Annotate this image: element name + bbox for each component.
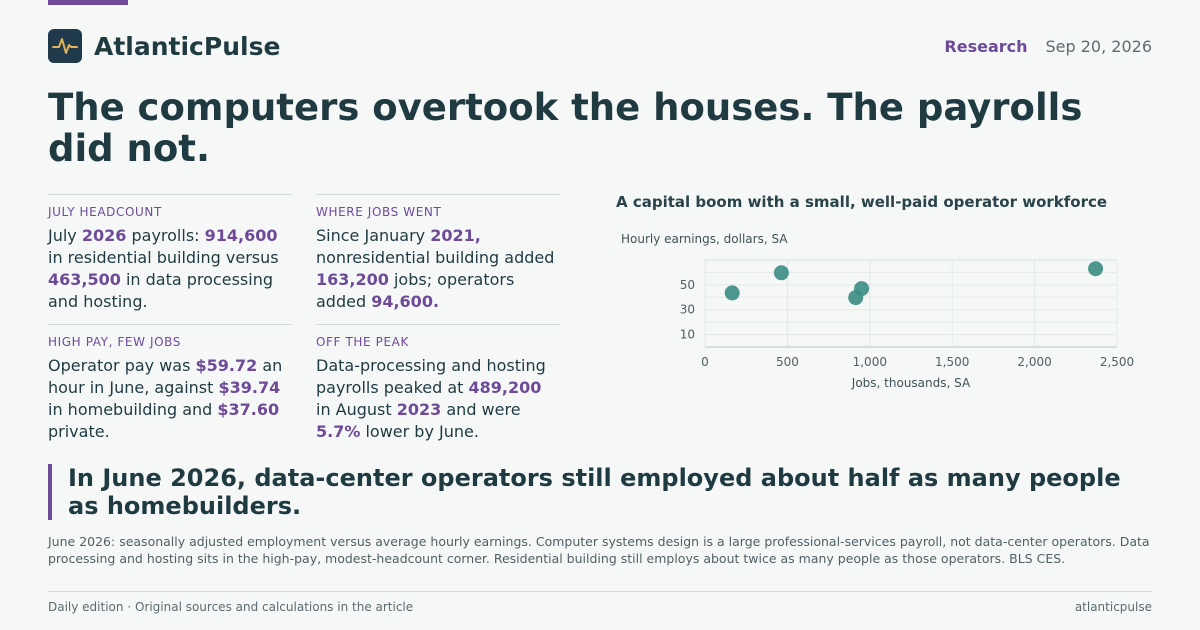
stat-text: Operator pay was [48, 356, 196, 375]
y-tick-label: 50 [680, 278, 695, 292]
stat-text: in data processing and hosting. [48, 270, 273, 311]
footer-divider [48, 591, 1152, 592]
y-tick-label: 30 [680, 303, 695, 317]
stat-figure: 2023 [396, 400, 442, 419]
headline: The computers overtook the houses. The p… [48, 86, 1083, 170]
stat-card: HIGH PAY, FEW JOBS Operator pay was $59.… [48, 324, 292, 443]
stat-text: payrolls: [126, 226, 205, 245]
stat-card: WHERE JOBS WENT Since January 2021, nonr… [316, 194, 560, 313]
article-meta: Research Sep 20, 2026 [944, 37, 1152, 56]
stat-label: WHERE JOBS WENT [316, 205, 442, 219]
stat-text: July [48, 226, 82, 245]
stat-text: Data-processing and hosting payrolls pea… [316, 356, 546, 397]
stat-text: Since January [316, 226, 431, 245]
x-tick-label: 2,000 [1017, 355, 1051, 369]
stat-label: JULY HEADCOUNT [48, 205, 162, 219]
stat-body: July 2026 payrolls: 914,600 in residenti… [48, 225, 292, 313]
stat-figure: 94,600. [371, 292, 440, 311]
stat-figure: 5.7% [316, 422, 361, 441]
accent-bar [48, 0, 128, 5]
stat-figure: $39.74 [218, 378, 281, 397]
stat-text: jobs; operators added [316, 270, 515, 311]
stat-card: JULY HEADCOUNT July 2026 payrolls: 914,6… [48, 194, 292, 313]
stat-text: an hour in June, against [48, 356, 283, 397]
stat-text: nonresidential building added [316, 248, 555, 267]
x-tick-label: 2,500 [1100, 355, 1134, 369]
stat-body: Operator pay was $59.72 an hour in June,… [48, 355, 292, 443]
stat-figure: $37.60 [217, 400, 280, 419]
stat-label: HIGH PAY, FEW JOBS [48, 335, 181, 349]
stat-figure: $59.72 [195, 356, 258, 375]
chart-note: June 2026: seasonally adjusted employmen… [48, 534, 1150, 566]
section-link[interactable]: Research [944, 37, 1028, 56]
stat-text: in homebuilding and [48, 400, 218, 419]
stat-text: private. [48, 422, 110, 441]
pulse-icon [48, 29, 82, 63]
data-point [773, 265, 789, 281]
data-point [854, 281, 870, 297]
y-tick-label: 10 [680, 328, 695, 342]
brand[interactable]: AtlanticPulse [48, 29, 280, 63]
publish-date: Sep 20, 2026 [1045, 37, 1153, 56]
pull-quote: In June 2026, data-center operators stil… [48, 464, 1152, 520]
chart-title: A capital boom with a small, well-paid o… [616, 193, 1108, 211]
stat-figure: 463,500 [48, 270, 121, 289]
stat-text: lower by June. [360, 422, 479, 441]
stat-card: OFF THE PEAK Data-processing and hosting… [316, 324, 560, 443]
stat-figure: 2021, [430, 226, 481, 245]
stat-text: in August [316, 400, 397, 419]
stat-text: in residential building versus [48, 248, 279, 267]
x-tick-label: 500 [776, 355, 799, 369]
x-tick-label: 1,000 [853, 355, 887, 369]
x-tick-label: 0 [701, 355, 709, 369]
footer-edition: Daily edition · Original sources and cal… [48, 600, 414, 614]
data-point [724, 285, 740, 301]
footer-site[interactable]: atlanticpulse [1074, 600, 1152, 614]
data-point [1088, 261, 1104, 277]
brand-name: AtlanticPulse [94, 31, 281, 61]
stat-figure: 2026 [81, 226, 127, 245]
x-axis-label: Jobs, thousands, SA [851, 376, 971, 390]
stat-body: Since January 2021, nonresidential build… [316, 225, 560, 313]
x-tick-label: 1,500 [935, 355, 969, 369]
stat-figure: 163,200 [316, 270, 389, 289]
stat-label: OFF THE PEAK [316, 335, 409, 349]
stat-body: Data-processing and hosting payrolls pea… [316, 355, 560, 443]
stat-text: and were [441, 400, 521, 419]
y-axis-label: Hourly earnings, dollars, SA [621, 232, 788, 246]
stat-figure: 914,600 [204, 226, 278, 245]
stat-figure: 489,200 [468, 378, 542, 397]
plot-area [704, 259, 1118, 348]
